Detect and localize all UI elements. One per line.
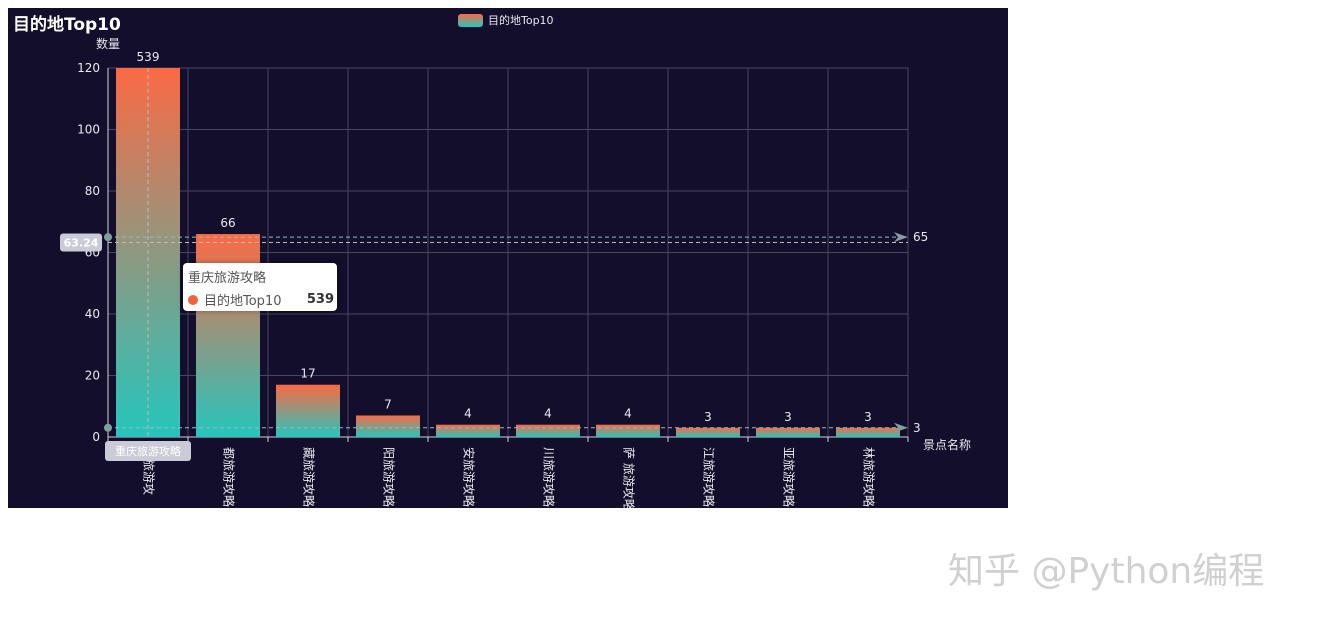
x-axis-title: 景点名称 <box>923 437 971 452</box>
bar <box>516 424 580 437</box>
tooltip-value: 539 <box>306 292 334 307</box>
x-tick-label: 川旅游攻略 <box>542 447 557 507</box>
tooltip-title: 重庆旅游攻略 <box>188 271 267 286</box>
bar <box>756 427 820 437</box>
watermark: 知乎 @Python编程 <box>948 551 1265 592</box>
bar-value-label: 66 <box>220 216 235 230</box>
bar-value-label: 3 <box>704 410 712 424</box>
x-tick-label: 阳旅游攻略 <box>382 447 397 507</box>
chart-title: 目的地Top10 <box>13 15 121 35</box>
bar-value-label: 4 <box>624 407 632 421</box>
axis-pointer-x-value: 重庆旅游攻略 <box>115 444 181 458</box>
x-tick-label: 萨 旅游攻略 <box>622 447 637 508</box>
mark-line-arrow <box>894 232 908 243</box>
tooltip-marker <box>188 294 198 305</box>
mark-line-label: 3 <box>913 421 921 435</box>
bar-value-label: 539 <box>137 50 160 64</box>
bar-value-label: 17 <box>300 367 315 381</box>
bar-value-label: 4 <box>464 407 472 421</box>
bar <box>276 384 340 437</box>
tooltip-series-name: 目的地Top10 <box>204 294 282 309</box>
y-tick-label: 0 <box>92 430 100 444</box>
x-tick-label: 林旅游攻略 <box>862 447 877 507</box>
bar-value-label: 3 <box>864 410 872 424</box>
bar <box>356 415 420 437</box>
tooltip-row: 目的地Top10 539 <box>188 290 334 309</box>
mark-line-start <box>104 233 112 242</box>
mark-line-start <box>104 423 112 432</box>
axis-pointer-y-value: 63.24 <box>64 237 99 250</box>
mark-line-arrow <box>894 422 908 433</box>
bar-value-label: 7 <box>384 397 392 411</box>
axis-pointer-badge-y <box>60 233 102 252</box>
x-tick-label: 安旅游攻略 <box>462 447 477 507</box>
y-tick-label: 120 <box>77 61 100 75</box>
bar-value-label: 3 <box>784 410 792 424</box>
x-tick-label: 藏旅游攻略 <box>302 447 317 507</box>
bar <box>436 424 500 437</box>
x-tick-label: 亚旅游攻略 <box>782 447 797 507</box>
bar <box>676 427 740 437</box>
legend-swatch <box>458 13 483 27</box>
y-tick-label: 20 <box>85 369 100 383</box>
bar <box>836 427 900 437</box>
axis-pointer-badge-x <box>105 441 191 461</box>
y-tick-label: 80 <box>85 184 100 198</box>
x-tick-label: 都旅游攻略 <box>222 447 237 507</box>
mark-line-label: 65 <box>913 230 928 244</box>
legend-item[interactable]: 目的地Top10 <box>458 12 554 28</box>
chart-panel: 0 20 40 60 80 100 120 数量 景点名称 539 庆旅游攻 66 都旅游攻略 17 藏旅游… <box>8 8 1008 508</box>
y-tick-label: 40 <box>85 307 100 321</box>
tooltip: 重庆旅游攻略 目的地Top10 539 <box>183 263 337 311</box>
bar-value-label: 4 <box>544 407 552 421</box>
y-axis-title: 数量 <box>96 36 120 51</box>
y-tick-label: 100 <box>77 123 100 137</box>
x-tick-label: 江旅游攻略 <box>702 447 717 507</box>
bar <box>596 424 660 437</box>
bar-chart: 020406080100120数量景点名称539庆旅游攻66都旅游攻略17藏旅游… <box>60 36 971 508</box>
legend-label: 目的地Top10 <box>488 14 554 27</box>
